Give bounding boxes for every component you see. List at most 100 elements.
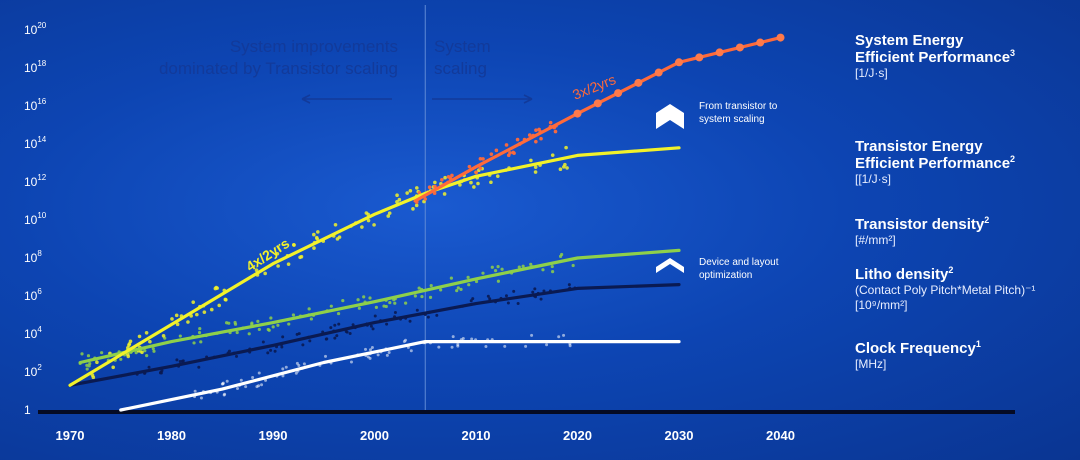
data-point-transistor-density — [276, 323, 280, 327]
data-point-clock — [437, 345, 441, 349]
data-point-litho-density — [269, 348, 273, 352]
data-point-transistor-energy — [144, 331, 149, 335]
data-point-clock — [376, 353, 380, 357]
data-point-transistor-energy — [140, 350, 144, 355]
data-point-litho-density — [373, 314, 377, 318]
data-point-transistor-energy — [489, 180, 493, 185]
x-tick-label: 2000 — [360, 428, 389, 443]
legend-ref: 3 — [1010, 48, 1016, 58]
projected-point-system — [614, 89, 623, 98]
data-point-litho-density — [426, 315, 430, 319]
data-point-system — [548, 120, 553, 125]
data-point-litho-density — [369, 324, 373, 328]
x-tick-label: 1980 — [157, 428, 186, 443]
data-point-litho-density — [512, 289, 516, 293]
data-point-litho-density — [371, 327, 375, 331]
data-point-clock — [385, 353, 389, 357]
data-point-clock — [251, 376, 255, 380]
data-point-system — [553, 129, 558, 134]
projected-point-system — [756, 38, 765, 47]
data-point-transistor-density — [529, 262, 533, 266]
data-point-transistor-density — [474, 279, 479, 284]
data-point-transistor-energy — [372, 223, 376, 227]
data-point-transistor-density — [550, 264, 554, 269]
data-point-transistor-energy — [433, 180, 437, 185]
data-point-transistor-density — [309, 317, 313, 321]
data-point-litho-density — [147, 365, 151, 369]
data-point-transistor-density — [439, 288, 443, 292]
data-point-transistor-density — [143, 349, 147, 353]
data-point-transistor-density — [119, 357, 123, 361]
data-point-litho-density — [567, 283, 571, 287]
data-point-transistor-density — [197, 330, 202, 335]
data-point-litho-density — [175, 358, 179, 362]
data-point-transistor-energy — [125, 352, 130, 357]
data-point-clock — [297, 363, 301, 367]
data-point-transistor-energy — [414, 203, 419, 208]
data-point-transistor-density — [500, 267, 504, 271]
data-point-transistor-energy — [565, 166, 569, 170]
data-point-transistor-density — [481, 271, 485, 275]
data-point-clock — [236, 387, 240, 391]
data-point-system — [527, 133, 532, 137]
data-point-transistor-energy — [550, 153, 555, 157]
y-tick-label: 1016 — [24, 97, 47, 113]
data-point-clock — [409, 349, 413, 353]
right-arrow — [432, 94, 533, 104]
data-point-transistor-energy — [558, 167, 563, 172]
chevron-up-icon — [656, 104, 684, 129]
data-point-transistor-density — [496, 264, 500, 269]
data-point-transistor-energy — [443, 175, 447, 180]
data-point-litho-density — [197, 365, 201, 369]
data-point-system — [467, 164, 472, 169]
legend-ref: 2 — [1010, 154, 1016, 164]
data-point-transistor-density — [198, 327, 202, 331]
data-point-litho-density — [348, 331, 352, 335]
data-point-transistor-density — [266, 327, 270, 332]
data-point-clock — [387, 351, 391, 355]
data-point-transistor-energy — [312, 246, 316, 250]
data-point-transistor-energy — [411, 207, 415, 211]
projected-point-system — [593, 99, 602, 108]
data-point-transistor-energy — [91, 375, 96, 380]
data-point-transistor-energy — [175, 322, 180, 327]
data-point-litho-density — [235, 354, 239, 358]
data-point-transistor-density — [490, 265, 494, 269]
data-point-litho-density — [301, 343, 305, 347]
data-point-system — [504, 143, 509, 147]
data-point-transistor-density — [413, 294, 417, 298]
legend-title: Transistor density — [855, 216, 985, 233]
data-point-transistor-energy — [442, 192, 447, 196]
trend-line-transistor-density — [78, 248, 681, 365]
legend-clock-frequency: Clock Frequency1 [MHz] — [855, 340, 981, 372]
data-point-clock — [370, 346, 374, 350]
legend-litho-density: Litho density2 (Contact Poly Pitch*Metal… — [855, 266, 1035, 313]
data-point-system — [539, 136, 543, 141]
projected-point-system — [715, 48, 724, 57]
data-point-transistor-density — [493, 269, 498, 273]
x-tick-label: 1970 — [56, 428, 85, 443]
data-point-litho-density — [351, 323, 355, 327]
data-point-litho-density — [333, 323, 337, 327]
data-point-litho-density — [178, 359, 182, 363]
data-point-system — [417, 190, 422, 195]
data-point-clock — [451, 335, 455, 339]
data-point-transistor-density — [357, 306, 361, 310]
data-point-clock — [545, 343, 549, 347]
data-point-clock — [199, 396, 203, 400]
data-point-transistor-density — [307, 307, 311, 311]
y-tick-label: 1 — [24, 403, 31, 417]
left-arrow — [301, 94, 392, 104]
legend-title: Transistor Energy Efficient Performance — [855, 138, 1011, 172]
data-point-transistor-energy — [254, 268, 259, 273]
data-point-transistor-energy — [395, 200, 399, 204]
data-point-transistor-energy — [458, 183, 462, 187]
data-point-transistor-density — [100, 351, 104, 355]
legend-title: System Energy Efficient Performance — [855, 32, 1011, 66]
data-point-system — [440, 178, 444, 182]
data-point-clock — [349, 360, 353, 364]
data-point-litho-density — [180, 359, 184, 363]
data-point-system — [448, 176, 452, 180]
data-point-transistor-energy — [128, 339, 133, 344]
legend-title: Litho density — [855, 266, 949, 283]
